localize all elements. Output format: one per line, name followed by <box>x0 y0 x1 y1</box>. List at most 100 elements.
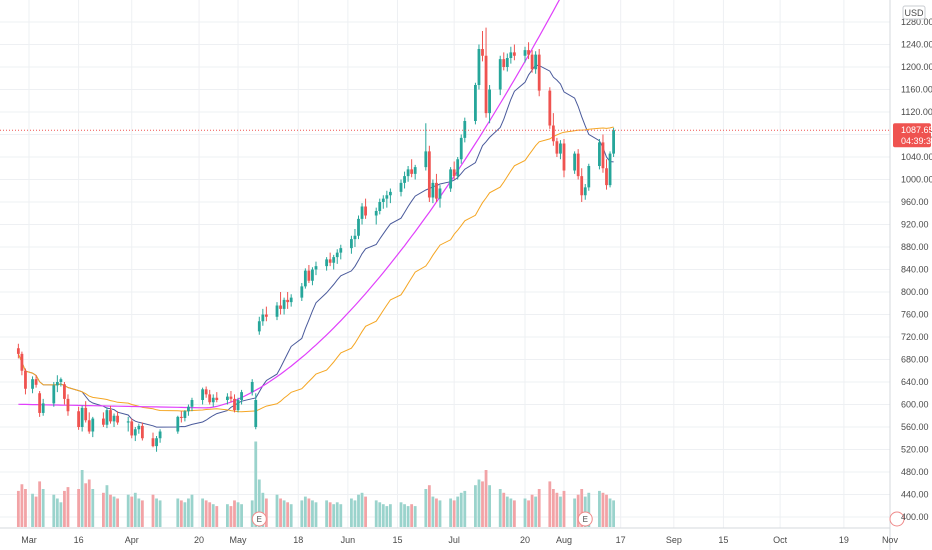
earnings-marker[interactable] <box>251 511 267 527</box>
price-tick-label: 840.00 <box>901 265 929 275</box>
last-price-value: 1087.65 <box>901 125 932 135</box>
volume-bar <box>498 489 502 527</box>
volume-bar <box>34 496 38 527</box>
candle-down <box>20 353 24 371</box>
candle-up <box>187 406 190 412</box>
candle-up <box>488 89 491 114</box>
currency-label: USD <box>904 8 924 18</box>
candle-up <box>226 396 229 400</box>
earnings-marker[interactable] <box>577 511 593 527</box>
candle-up <box>385 195 389 199</box>
volume-bar <box>332 504 336 527</box>
volume-bar <box>264 498 268 527</box>
candle-up <box>211 397 215 403</box>
candle-down <box>63 384 66 399</box>
volume-bar <box>102 492 105 527</box>
volume-bar <box>183 502 187 527</box>
volume-bar <box>505 496 509 527</box>
candle-up <box>608 153 612 186</box>
candle-down <box>410 169 414 174</box>
volume-bar <box>300 500 304 527</box>
time-tick-label: Mar <box>21 535 37 545</box>
price-tick-label: 600.00 <box>901 400 929 410</box>
candle-up <box>250 382 254 393</box>
candle-up <box>126 421 130 423</box>
volume-bar <box>612 500 615 527</box>
volume-bar <box>530 494 534 527</box>
volume-bar <box>105 485 109 527</box>
volume-bar <box>314 502 318 527</box>
volume-bar <box>38 481 42 527</box>
candle-up <box>388 191 392 196</box>
volume-bar <box>527 500 530 527</box>
price-axis[interactable]: 1280.001240.001200.001160.001120.001080.… <box>901 5 932 522</box>
price-tick-label: 440.00 <box>901 490 929 500</box>
candle-up <box>339 248 343 253</box>
candle-up <box>240 392 243 400</box>
moving-average-200 <box>18 0 560 409</box>
candle-up <box>498 59 502 90</box>
candle-down <box>364 206 367 216</box>
candle-up <box>449 169 453 189</box>
time-tick-label: 16 <box>74 535 84 545</box>
candle-up <box>399 182 403 192</box>
candle-up <box>335 252 339 258</box>
volume-bar <box>555 492 559 527</box>
moving-average-50 <box>17 126 614 413</box>
candle-down <box>605 168 608 186</box>
price-tick-label: 720.00 <box>901 332 929 342</box>
candle-up <box>353 235 357 240</box>
candle-up <box>289 297 293 303</box>
volume-bar <box>474 485 477 527</box>
volume-bar <box>431 496 435 527</box>
candle-up <box>254 400 258 427</box>
volume-bar <box>52 494 56 527</box>
volume-bar <box>109 494 112 527</box>
price-tick-label: 960.00 <box>901 197 929 207</box>
volume-bar <box>240 504 243 527</box>
time-axis[interactable]: Mar 16 Apr 20 May 18 Jun 15 Jul 20 Aug 17 Sep 15 Oct 19… <box>21 535 898 545</box>
candle-up <box>105 410 109 425</box>
moving-average-20 <box>17 64 614 428</box>
candle-down <box>116 415 119 423</box>
candle-up <box>598 142 601 166</box>
volume-bar <box>87 479 91 527</box>
candle-down <box>601 142 605 169</box>
time-tick-label: Jun <box>341 535 356 545</box>
candle-up <box>112 415 116 422</box>
volume-bar <box>551 489 555 527</box>
candle-up <box>424 151 428 168</box>
candle-up <box>201 389 205 400</box>
currency-box[interactable] <box>902 5 926 20</box>
candle-up <box>378 202 382 211</box>
candle-up <box>523 50 527 56</box>
price-tick-label: 1200.00 <box>901 62 932 72</box>
candle-down <box>16 348 20 354</box>
candle-down <box>481 49 484 56</box>
candle-up <box>311 269 314 281</box>
volume-bar <box>80 470 84 527</box>
volume-bar <box>459 492 463 527</box>
candle-up <box>275 305 279 317</box>
volume-bar <box>587 492 591 527</box>
earnings-label: E <box>583 515 588 524</box>
volume-bar <box>311 500 314 527</box>
volume-bar <box>576 494 580 527</box>
candle-up <box>357 218 360 236</box>
candle-up <box>325 259 329 267</box>
volume-bar <box>388 504 392 527</box>
volume-bar <box>254 441 258 527</box>
candle-up <box>438 188 442 199</box>
volume-bar <box>328 502 332 527</box>
volume-bar <box>190 494 194 527</box>
candle-up <box>509 52 513 58</box>
volume-bar <box>41 489 45 527</box>
candle-down <box>130 421 134 436</box>
earnings-marker[interactable] <box>889 511 905 527</box>
candle-up <box>360 206 364 219</box>
candle-up <box>456 159 460 177</box>
candle-up <box>459 137 463 160</box>
